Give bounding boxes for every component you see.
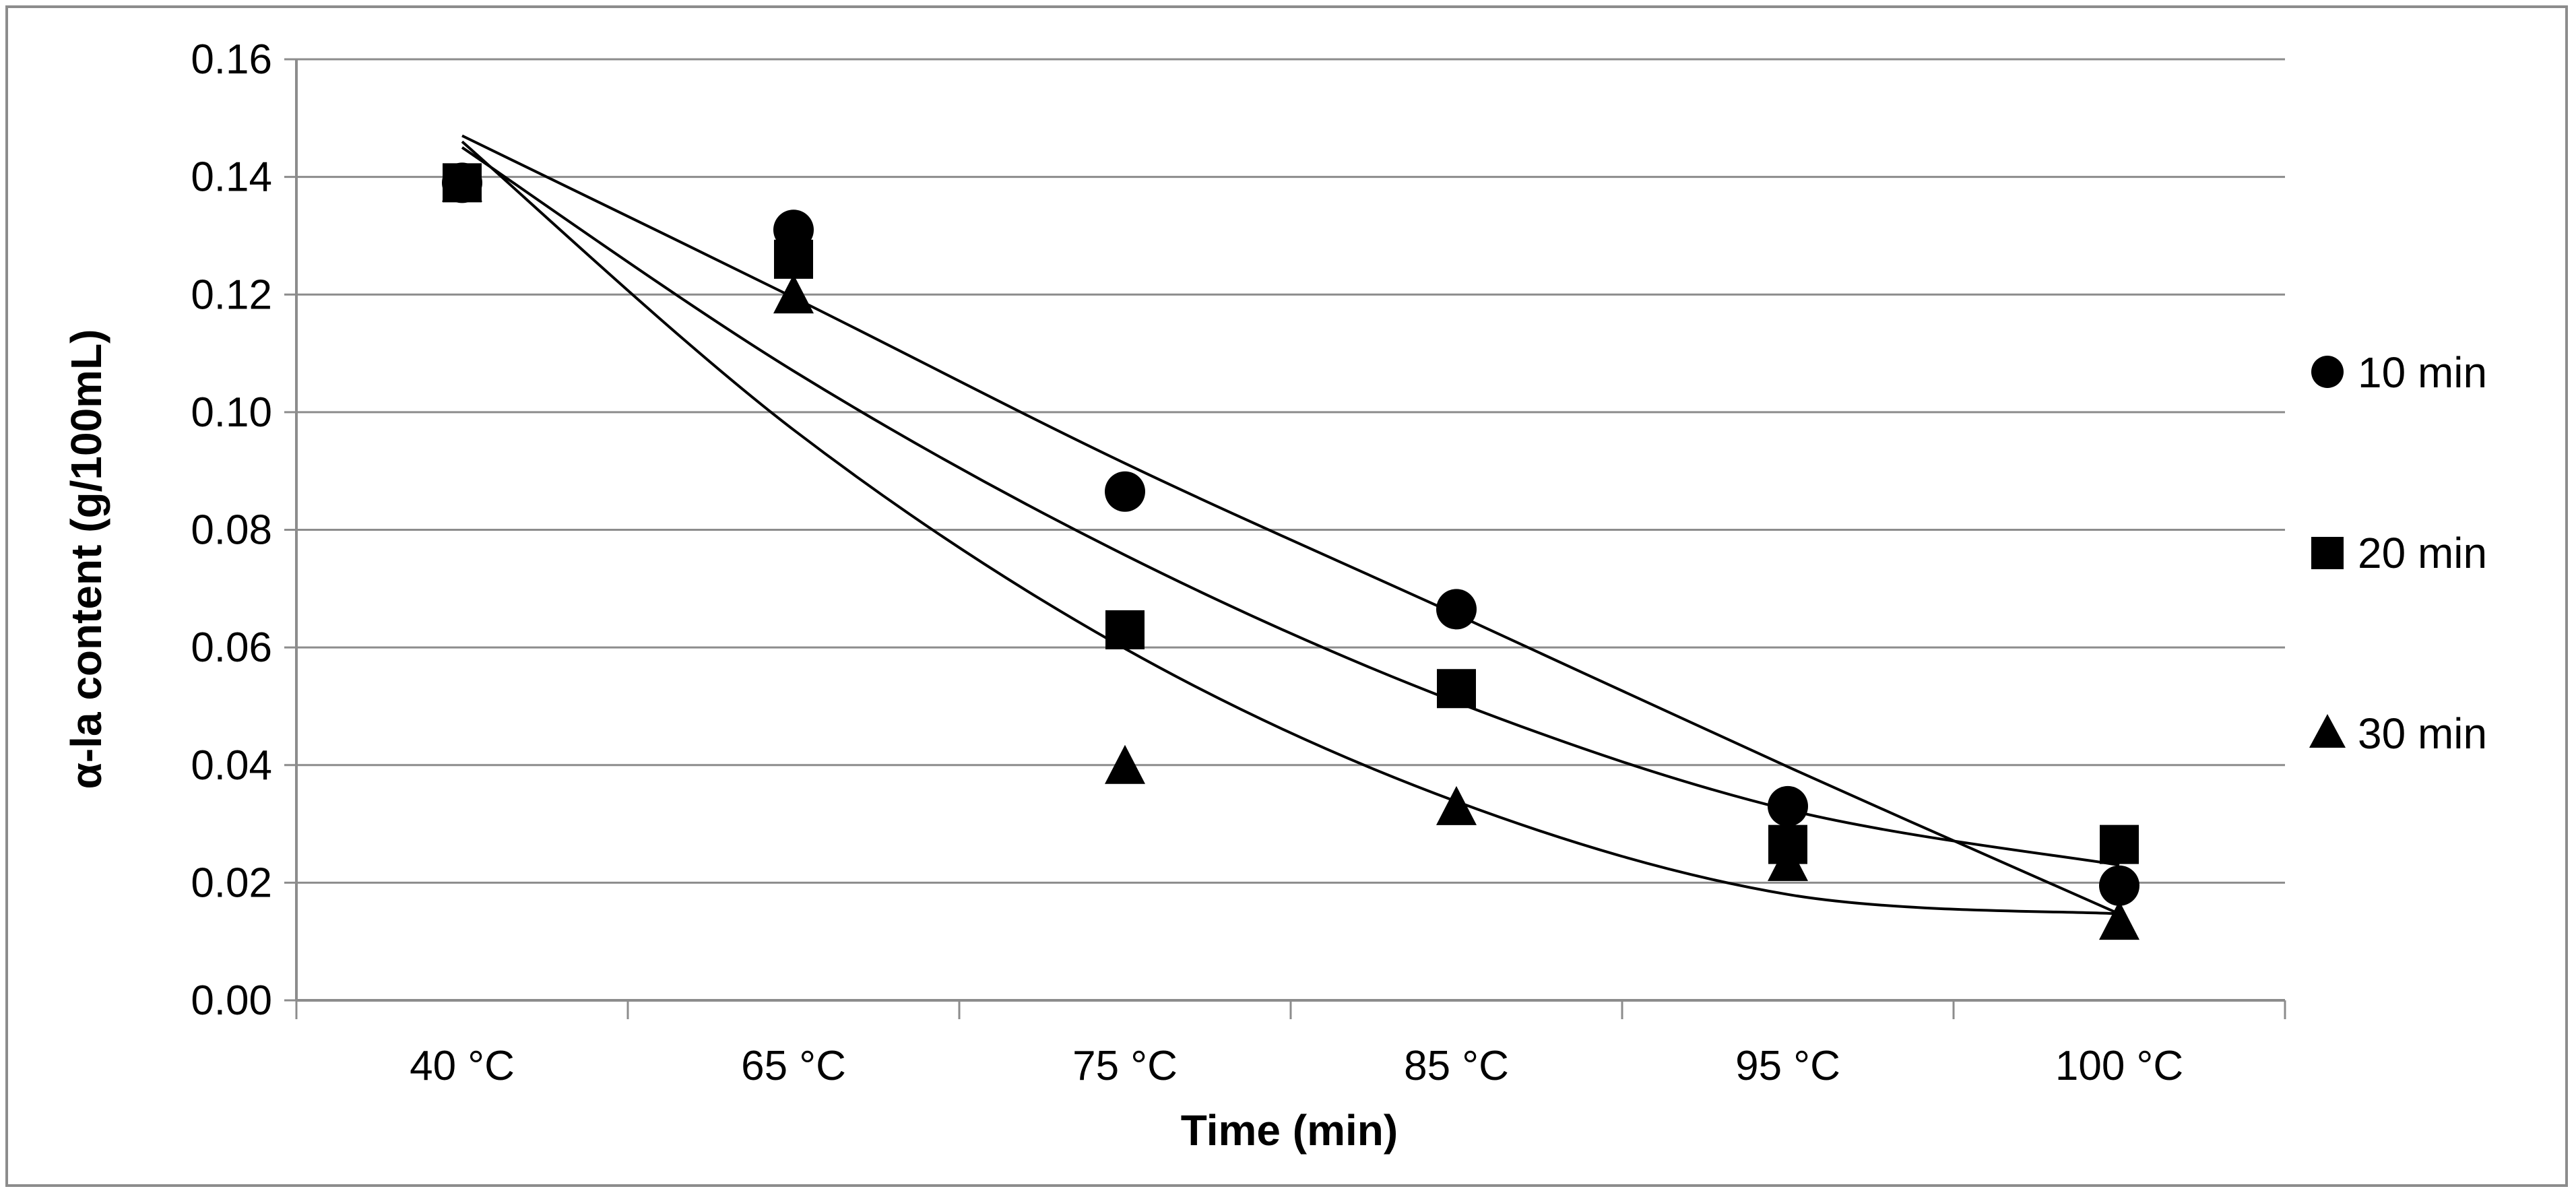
x-tick-label: 75 °C — [1072, 1043, 1178, 1089]
data-point-20min — [1437, 669, 1476, 709]
x-tick-label: 85 °C — [1404, 1043, 1509, 1089]
gridlines — [296, 58, 2285, 884]
data-point-10min — [1105, 471, 1145, 512]
data-point-10min — [773, 209, 814, 251]
legend: 10 min 20 min 30 min — [2309, 348, 2487, 758]
data-point-30min — [773, 274, 814, 314]
y-tick-label: 0.12 — [191, 271, 272, 318]
y-tick-label: 0.08 — [191, 507, 272, 554]
trendline-20min — [461, 146, 2120, 867]
axes — [284, 58, 2286, 1019]
y-tick-label: 0.06 — [191, 624, 272, 671]
data-point-10min — [1436, 589, 1477, 630]
data-point-20min — [1768, 825, 1807, 864]
data-point-10min — [442, 162, 482, 203]
x-tick-label: 100 °C — [2055, 1043, 2183, 1089]
chart-frame — [5, 5, 2568, 1187]
y-tick-labels: 0.00 0.02 0.04 0.06 0.08 0.10 0.12 0.14 0.16 — [191, 36, 272, 1024]
y-tick-label: 0.10 — [191, 389, 272, 436]
y-tick-label: 0.00 — [191, 977, 272, 1024]
data-point-30min — [1436, 785, 1477, 825]
y-tick-label: 0.14 — [191, 154, 272, 201]
data-point-20min — [1105, 610, 1145, 649]
legend-square-marker — [2311, 537, 2344, 569]
x-tick-labels: 40 °C 65 °C 75 °C 85 °C 95 °C 100 °C — [410, 1043, 2183, 1089]
data-points — [442, 162, 2139, 940]
legend-label-10min: 10 min — [2358, 348, 2487, 397]
y-tick-label: 0.02 — [191, 860, 272, 906]
y-tick-label: 0.16 — [191, 36, 272, 83]
data-point-30min — [1105, 744, 1145, 784]
trendlines — [461, 134, 2120, 915]
x-axis-title: Time (min) — [1181, 1106, 1398, 1155]
y-tick-label: 0.04 — [191, 742, 272, 789]
legend-item-20min: 20 min — [2311, 529, 2487, 577]
data-point-30min — [2099, 901, 2139, 940]
x-tick-label: 65 °C — [741, 1043, 846, 1089]
legend-circle-marker — [2311, 356, 2344, 388]
legend-triangle-marker — [2309, 714, 2346, 748]
data-point-10min — [2099, 865, 2139, 906]
legend-item-10min: 10 min — [2311, 348, 2487, 397]
trendline-10min — [461, 134, 2120, 915]
x-tick-label: 40 °C — [410, 1043, 515, 1089]
data-point-20min — [2100, 825, 2139, 864]
x-tick-label: 95 °C — [1735, 1043, 1840, 1089]
legend-item-30min: 30 min — [2309, 709, 2487, 758]
trendline-30min — [461, 140, 2120, 915]
data-point-10min — [1768, 785, 1808, 827]
y-axis-title: α-la content (g/100mL) — [62, 329, 110, 789]
legend-label-30min: 30 min — [2358, 709, 2487, 758]
legend-label-20min: 20 min — [2358, 529, 2487, 577]
